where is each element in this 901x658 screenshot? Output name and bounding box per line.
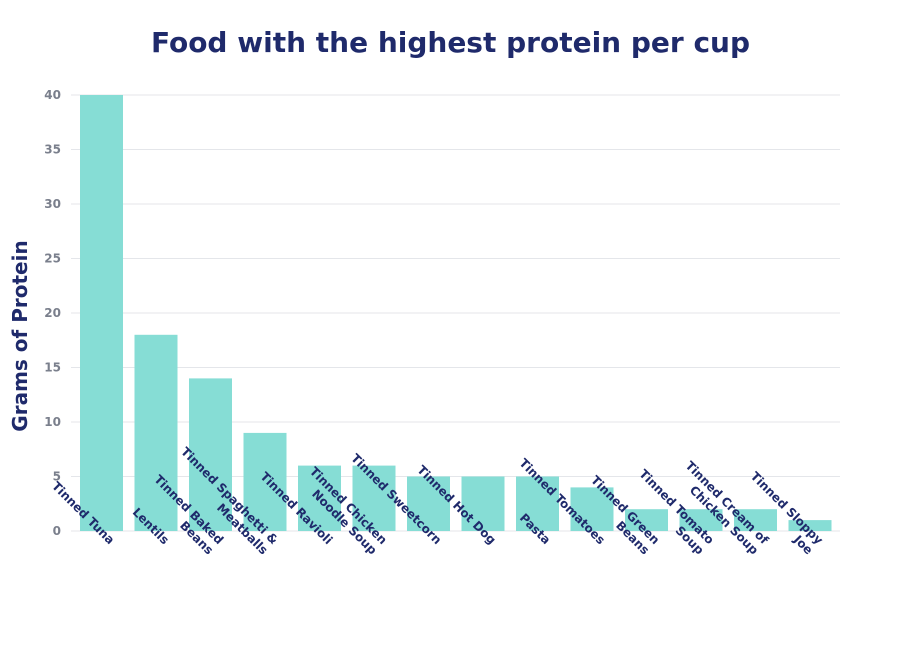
bar bbox=[298, 465, 341, 531]
bar bbox=[625, 509, 668, 531]
y-tick-label: 35 bbox=[44, 143, 61, 157]
chart-title: Food with the highest protein per cup bbox=[150, 26, 751, 59]
bar bbox=[734, 509, 777, 531]
bar bbox=[516, 476, 559, 531]
y-tick-label: 40 bbox=[44, 88, 61, 102]
y-tick-label: 25 bbox=[44, 252, 61, 266]
bar bbox=[570, 487, 614, 531]
y-tick-label: 30 bbox=[44, 197, 61, 211]
bar bbox=[788, 520, 832, 531]
y-tick-label: 5 bbox=[53, 470, 61, 484]
bar bbox=[80, 95, 123, 531]
y-tick-label: 20 bbox=[44, 306, 61, 320]
bars bbox=[80, 95, 832, 531]
y-tick-label: 0 bbox=[53, 524, 61, 538]
bar bbox=[243, 432, 287, 531]
bar bbox=[679, 509, 723, 531]
bar bbox=[461, 476, 505, 531]
bar bbox=[189, 378, 232, 531]
bar bbox=[352, 465, 396, 531]
y-tick-label: 15 bbox=[44, 361, 61, 375]
y-axis-label: Grams of Protein bbox=[8, 240, 32, 431]
bar bbox=[407, 476, 450, 531]
grid-lines bbox=[71, 94, 840, 532]
y-tick-label: 10 bbox=[44, 415, 61, 429]
bar bbox=[134, 334, 178, 531]
y-axis-ticks: 0 5 10 15 20 25 30 35 40 bbox=[44, 88, 61, 538]
